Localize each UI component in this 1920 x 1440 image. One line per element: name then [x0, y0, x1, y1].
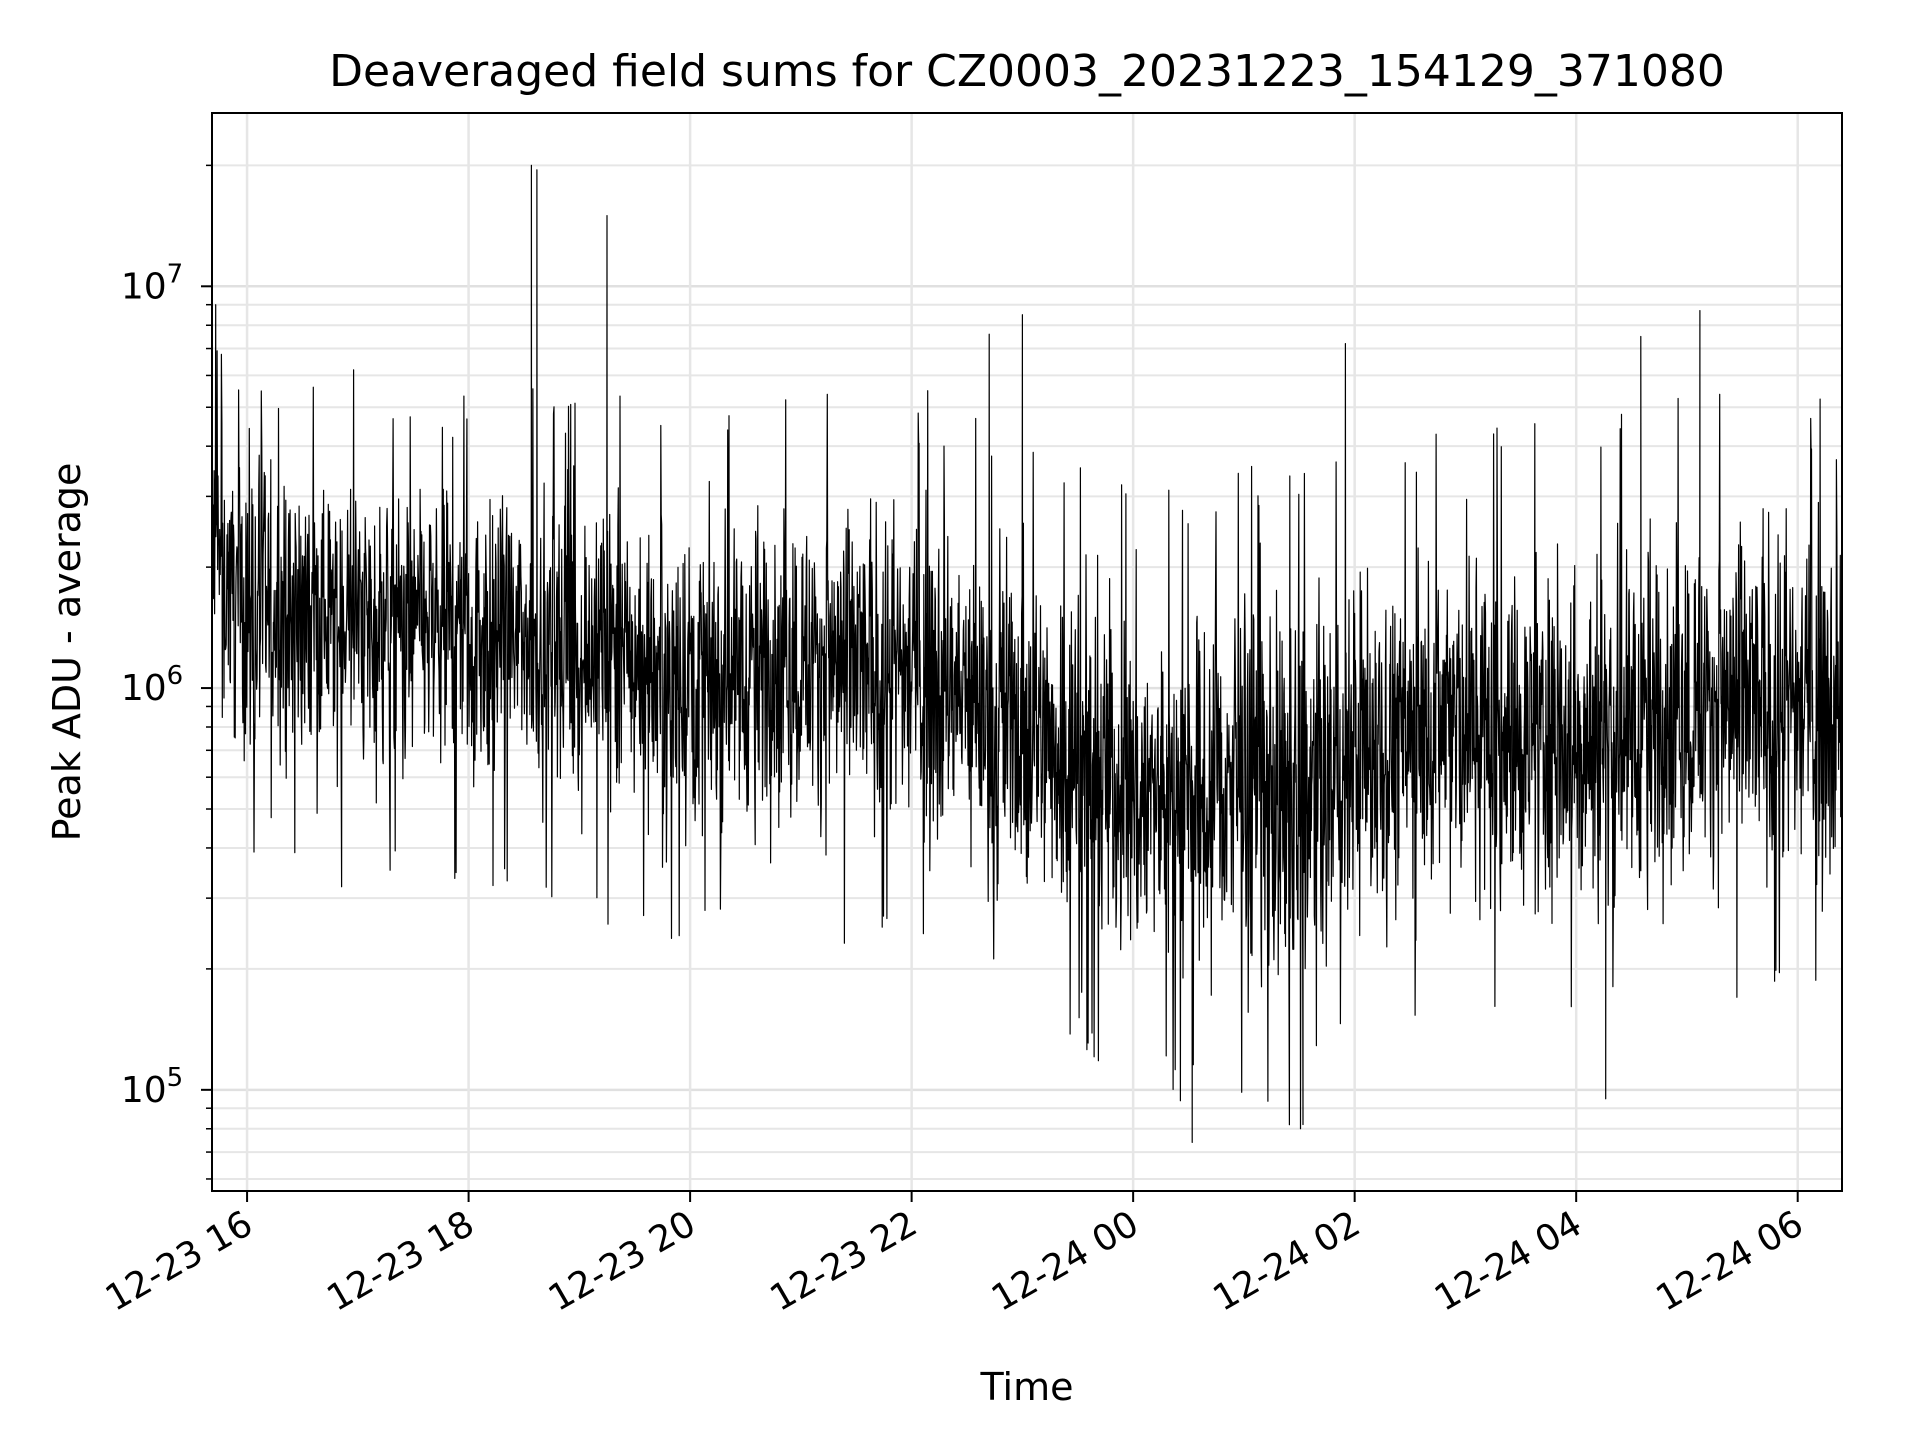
chart-title: Deaveraged field sums for CZ0003_2023122… [329, 46, 1725, 97]
data-layer [212, 164, 1842, 1143]
y-tick-label: 106 [121, 661, 183, 709]
y-axis-label: Peak ADU - average [45, 463, 89, 842]
y-tick-label: 107 [121, 259, 183, 307]
plot-frame [211, 112, 1843, 1192]
x-axis-label: Time [980, 1365, 1074, 1409]
y-tick-label: 105 [121, 1063, 183, 1111]
series-line [212, 164, 1842, 1143]
